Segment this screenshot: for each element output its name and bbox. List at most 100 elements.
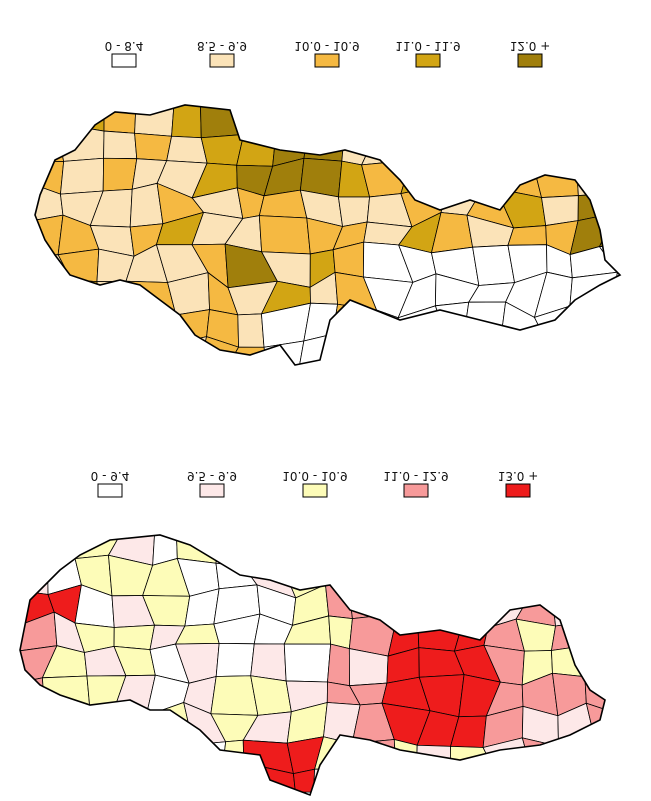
region — [323, 556, 359, 590]
region — [330, 105, 376, 137]
region — [348, 588, 399, 620]
region — [250, 675, 292, 716]
region — [576, 159, 601, 196]
region — [80, 708, 120, 746]
region — [521, 737, 560, 775]
map: 0 - 8.4 8.5 - 9.9 10.0 - 10.9 11.0 - 11.9 12… — [34, 39, 621, 366]
legend-label: 10.0 - 10.9 — [294, 39, 359, 53]
region — [598, 193, 620, 219]
region — [551, 644, 594, 678]
region — [566, 135, 600, 165]
region — [550, 620, 594, 651]
region — [20, 558, 49, 595]
region — [209, 761, 252, 795]
region — [134, 132, 173, 162]
legend-swatch — [97, 483, 123, 498]
region — [20, 773, 57, 795]
region — [119, 737, 152, 777]
region — [328, 615, 353, 650]
region — [97, 339, 140, 365]
region — [215, 535, 255, 567]
region — [436, 155, 480, 196]
region — [558, 773, 602, 795]
region — [395, 583, 421, 619]
legend-label: 12.0 + — [510, 39, 551, 53]
region — [242, 535, 297, 567]
region — [150, 737, 194, 775]
region — [598, 135, 620, 161]
region — [507, 225, 547, 246]
region — [265, 105, 310, 130]
region — [585, 702, 605, 746]
region — [393, 738, 418, 775]
region — [360, 336, 407, 365]
region — [332, 303, 378, 338]
region — [179, 773, 223, 795]
region — [332, 333, 365, 365]
region — [566, 305, 615, 342]
region — [53, 766, 92, 795]
region — [237, 313, 265, 348]
region — [175, 535, 221, 564]
region — [456, 583, 489, 629]
region — [47, 535, 76, 565]
region — [348, 554, 397, 591]
region — [566, 105, 609, 138]
legend-swatch — [505, 483, 531, 498]
region — [406, 105, 436, 135]
region — [415, 768, 462, 795]
region — [55, 105, 105, 132]
region — [20, 677, 46, 711]
region — [413, 535, 458, 564]
legend-label: 0 - 9.4 — [91, 469, 130, 483]
region — [184, 741, 227, 778]
region — [384, 765, 433, 795]
region — [406, 130, 438, 164]
region — [128, 314, 177, 346]
region — [431, 124, 482, 164]
region — [283, 643, 332, 683]
region — [35, 279, 72, 314]
region — [598, 105, 620, 137]
region — [428, 332, 482, 365]
region — [323, 535, 359, 559]
region — [609, 314, 620, 348]
legend-swatch — [209, 53, 235, 68]
region — [20, 535, 49, 565]
legend-label: 11.0 - 11.9 — [395, 39, 460, 53]
region — [566, 335, 615, 365]
region — [592, 586, 605, 628]
region — [109, 773, 157, 795]
legend-label: 0 - 8.4 — [105, 39, 144, 53]
legend-swatch — [415, 53, 441, 68]
region — [529, 122, 578, 165]
region — [166, 135, 208, 164]
region — [210, 675, 259, 716]
region — [78, 766, 121, 795]
legend-label: 10.0 - 10.9 — [282, 469, 347, 483]
region — [20, 708, 58, 748]
region — [598, 774, 605, 795]
region — [325, 584, 353, 620]
region — [20, 741, 58, 776]
region — [215, 643, 255, 677]
region — [250, 643, 287, 682]
region — [413, 554, 458, 585]
region — [220, 739, 245, 778]
region — [303, 124, 346, 162]
region — [477, 122, 501, 164]
region — [431, 105, 482, 135]
region — [517, 556, 553, 594]
region — [35, 306, 71, 340]
region — [548, 556, 603, 597]
region — [463, 333, 504, 365]
legend-swatch — [314, 53, 340, 68]
region — [344, 535, 390, 559]
region — [299, 333, 338, 365]
region — [379, 554, 421, 591]
legend-swatch — [302, 483, 328, 498]
region — [497, 122, 548, 164]
region — [234, 105, 277, 135]
region — [96, 280, 130, 317]
region — [150, 773, 186, 795]
